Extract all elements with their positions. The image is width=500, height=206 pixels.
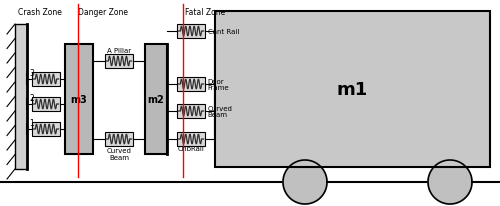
Text: m2: m2 — [148, 95, 164, 104]
Text: 2: 2 — [29, 94, 34, 102]
Bar — [32, 97, 60, 111]
Text: Fatal Zone: Fatal Zone — [185, 8, 225, 17]
Bar — [177, 132, 205, 146]
Bar — [65, 45, 93, 154]
Text: 1: 1 — [29, 118, 34, 127]
Polygon shape — [283, 160, 327, 204]
Bar — [105, 132, 133, 146]
Bar — [105, 55, 133, 69]
Bar — [145, 45, 167, 154]
Text: Danger Zone: Danger Zone — [78, 8, 128, 17]
Bar — [15, 25, 27, 169]
Bar — [32, 73, 60, 87]
Text: A Pillar: A Pillar — [107, 48, 131, 54]
Text: Cant Rail: Cant Rail — [208, 29, 239, 35]
Polygon shape — [428, 160, 472, 204]
Bar — [177, 25, 205, 39]
Bar — [177, 104, 205, 118]
Bar — [215, 12, 490, 167]
Text: 3: 3 — [29, 69, 34, 77]
Text: Door
Frame: Door Frame — [208, 78, 229, 91]
Text: CribRail: CribRail — [178, 145, 204, 151]
Text: Curved
Beam: Curved Beam — [208, 105, 233, 118]
Text: m3: m3 — [70, 95, 88, 104]
Text: Curved
Beam: Curved Beam — [106, 147, 132, 160]
Bar — [32, 122, 60, 136]
Text: Crash Zone: Crash Zone — [18, 8, 62, 17]
Text: m1: m1 — [337, 81, 368, 98]
Bar — [177, 78, 205, 91]
